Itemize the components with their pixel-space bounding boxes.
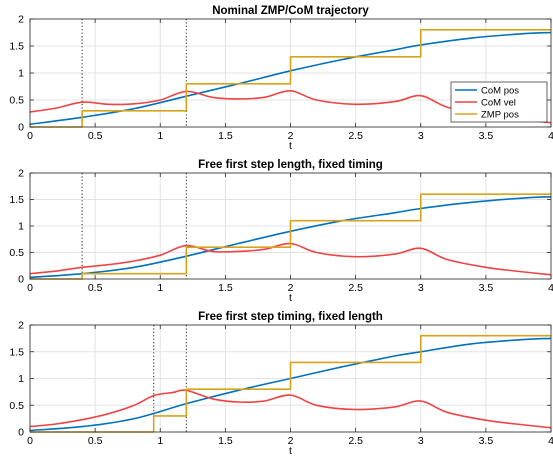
x-tick-label: 1	[157, 282, 163, 294]
y-tick-label: 1	[18, 68, 24, 80]
chart-panel-3: 0 0.5 1 1.5 2 2.5 3 3.5 4 0 0.5 1 1.5 2 Free first ste…	[9, 311, 553, 457]
y-tick-label: 1	[18, 373, 24, 385]
y-tick-label: 0	[18, 274, 24, 286]
series-line-com-pos	[29, 31, 552, 126]
y-tick-label: 2	[18, 320, 24, 332]
x-tick-label: 3.5	[479, 282, 494, 294]
series-line-zmp-pos	[30, 193, 551, 280]
x-tick-label: 2	[288, 130, 294, 142]
x-tick-label: 4	[548, 282, 553, 294]
x-tick-label: 3.5	[479, 435, 494, 447]
y-tick-label: 0	[18, 427, 24, 439]
x-tick-label: 0.5	[88, 282, 103, 294]
x-tick-label: 2.5	[348, 130, 363, 142]
x-tick-label: 3	[418, 435, 424, 447]
chart-panel-2: 0 0.5 1 1.5 2 2.5 3 3.5 4 0 0.5 1 1.5 2 Free first ste…	[9, 159, 553, 304]
x-tick-label: 0.5	[88, 130, 103, 142]
series-line-com-pos	[29, 337, 552, 432]
x-tick-label: 0	[27, 282, 33, 294]
y-tick-label: 0	[18, 122, 24, 134]
x-axis-label: t	[289, 445, 292, 457]
series-line-com-pos	[29, 196, 552, 279]
x-tick-label: 1	[157, 130, 163, 142]
chart-title: Nominal ZMP/CoM trajectory	[212, 5, 369, 17]
x-tick-label: 2.5	[348, 435, 363, 447]
x-tick-label: 2	[288, 435, 294, 447]
y-tick-label: 0.5	[9, 400, 24, 412]
x-tick-label: 1	[157, 435, 163, 447]
x-axis-label: t	[289, 140, 292, 152]
y-tick-label: 2	[18, 168, 24, 180]
x-tick-label: 0.5	[88, 435, 103, 447]
chart-title: Free first step length, fixed timing	[198, 159, 383, 171]
x-tick-label: 0	[27, 435, 33, 447]
y-tick-label: 0.5	[9, 247, 24, 259]
x-tick-label: 2.5	[348, 282, 363, 294]
legend-label-com-vel: CoM vel	[481, 98, 516, 109]
x-tick-label: 1.5	[218, 130, 233, 142]
series-line-com-vel	[29, 242, 552, 276]
y-tick-label: 1.5	[9, 194, 24, 206]
x-axis-label: t	[289, 292, 292, 304]
x-tick-label: 3	[418, 130, 424, 142]
y-tick-label: 1	[18, 221, 24, 233]
series-line-zmp-pos	[30, 334, 551, 433]
x-tick-label: 1.5	[218, 435, 233, 447]
x-tick-label: 4	[548, 130, 553, 142]
y-tick-label: 1.5	[9, 41, 24, 53]
y-tick-label: 0.5	[9, 95, 24, 107]
series-line-com-vel	[29, 389, 552, 429]
series-line-zmp-pos	[30, 29, 551, 128]
y-tick-label: 2	[18, 14, 24, 26]
x-tick-label: 1.5	[218, 282, 233, 294]
chart-panel-1: 0 0.5 1 1.5 2 2.5 3 3.5 4 0 0.5 1 1.5 2 Nominal ZMP/Co…	[9, 5, 553, 152]
series-line-com-vel	[29, 89, 552, 124]
x-tick-label: 4	[548, 435, 553, 447]
legend-label-com-pos: CoM pos	[481, 86, 519, 97]
y-tick-label: 1.5	[9, 346, 24, 358]
x-tick-label: 3.5	[479, 130, 494, 142]
x-tick-label: 3	[418, 282, 424, 294]
legend-label-zmp-pos: ZMP pos	[481, 110, 519, 121]
x-tick-label: 0	[27, 130, 33, 142]
chart-title: Free first step timing, fixed length	[198, 311, 383, 323]
x-tick-label: 2	[288, 282, 294, 294]
